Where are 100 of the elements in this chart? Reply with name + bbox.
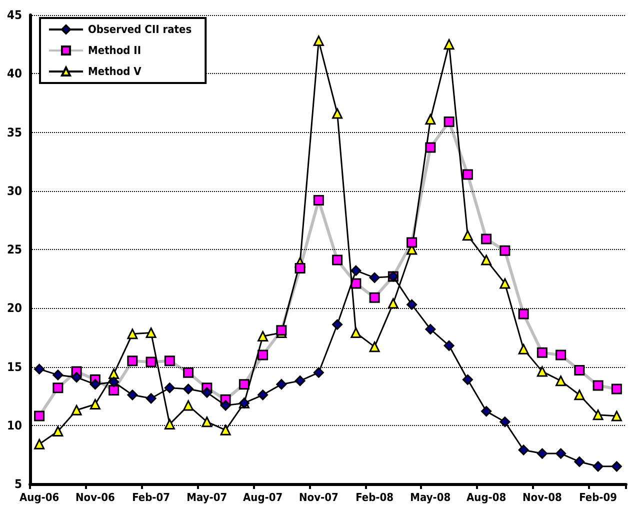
- point: [146, 393, 156, 404]
- x-tick-label: May-08: [410, 491, 451, 504]
- point: [127, 356, 138, 366]
- point: [350, 327, 362, 338]
- point: [518, 308, 529, 320]
- point: [238, 379, 250, 390]
- point: [127, 390, 138, 400]
- point: [500, 278, 510, 289]
- point: [500, 245, 510, 256]
- point: [536, 347, 548, 358]
- point: [481, 406, 492, 417]
- point: [350, 265, 362, 276]
- y-tick-label: 15: [6, 360, 22, 374]
- point: [536, 366, 548, 377]
- point: [500, 416, 510, 428]
- point: [518, 444, 529, 456]
- point: [406, 299, 418, 310]
- point: [462, 374, 473, 385]
- point: [592, 380, 604, 391]
- point: [350, 278, 362, 289]
- point: [183, 384, 194, 394]
- point: [369, 272, 380, 283]
- y-tick-label: 30: [6, 184, 22, 198]
- legend-label: Method II: [88, 44, 142, 57]
- point: [108, 384, 120, 396]
- x-tick-label: Feb-09: [579, 491, 618, 504]
- point: [592, 410, 604, 420]
- point: [481, 234, 492, 244]
- point: [34, 410, 45, 422]
- point: [444, 39, 454, 50]
- point: [462, 169, 473, 180]
- point: [294, 263, 306, 274]
- point: [90, 399, 100, 410]
- x-tick-label: Aug-07: [242, 491, 283, 504]
- y-tick-label: 10: [6, 418, 22, 432]
- point: [164, 382, 175, 394]
- point: [574, 456, 585, 467]
- point: [90, 379, 100, 390]
- y-tick-label: 40: [6, 66, 22, 81]
- point: [388, 298, 398, 309]
- point: [220, 400, 231, 411]
- x-tick-label: May-07: [186, 491, 228, 504]
- point: [71, 372, 82, 383]
- point: [164, 356, 175, 366]
- point: [425, 324, 436, 334]
- point: [313, 195, 324, 206]
- point: [425, 142, 436, 153]
- x-tick-label: Aug-06: [19, 491, 60, 504]
- point: [574, 390, 585, 400]
- point: [52, 382, 64, 394]
- point: [258, 390, 268, 400]
- point: [164, 418, 175, 430]
- x-tick-label: Aug-08: [466, 491, 506, 504]
- point: [258, 331, 268, 342]
- point: [202, 387, 212, 398]
- point: [71, 404, 82, 416]
- point: [332, 319, 343, 330]
- point: [202, 416, 212, 428]
- point: [556, 350, 566, 360]
- x-tick-label: Feb-07: [132, 491, 170, 504]
- x-tick-label: Nov-07: [298, 491, 339, 504]
- point: [332, 108, 343, 119]
- point: [462, 230, 473, 241]
- point: [369, 292, 380, 303]
- point: [52, 426, 64, 436]
- point: [611, 461, 622, 472]
- y-tick-label: 20: [6, 301, 22, 316]
- point: [556, 448, 566, 459]
- point: [220, 424, 231, 436]
- y-tick-label: 5: [14, 477, 22, 491]
- point: [332, 254, 343, 266]
- point: [518, 344, 529, 354]
- point: [127, 328, 138, 340]
- point: [258, 350, 268, 360]
- point: [183, 400, 194, 411]
- point: [592, 461, 604, 472]
- point: [369, 342, 380, 352]
- point: [574, 365, 585, 376]
- x-tick-label: Nov-08: [522, 491, 562, 504]
- y-tick-label: 45: [6, 8, 22, 22]
- point: [146, 356, 156, 368]
- point: [536, 448, 548, 459]
- point: [108, 376, 120, 388]
- point: [406, 237, 418, 248]
- point: [611, 384, 622, 394]
- point: [146, 327, 156, 338]
- point: [444, 340, 454, 351]
- point: [183, 367, 194, 378]
- point: [481, 254, 492, 266]
- point: [611, 410, 622, 422]
- legend-label: Observed CII rates: [88, 23, 192, 36]
- point: [313, 36, 324, 46]
- point: [108, 368, 120, 380]
- point: [556, 376, 566, 386]
- x-tick-label: Nov-06: [75, 491, 116, 504]
- y-tick-label: 35: [6, 125, 22, 140]
- point: [444, 116, 454, 127]
- point: [34, 364, 45, 374]
- y-tick-label: 25: [6, 242, 22, 256]
- x-tick-label: Feb-08: [356, 491, 394, 504]
